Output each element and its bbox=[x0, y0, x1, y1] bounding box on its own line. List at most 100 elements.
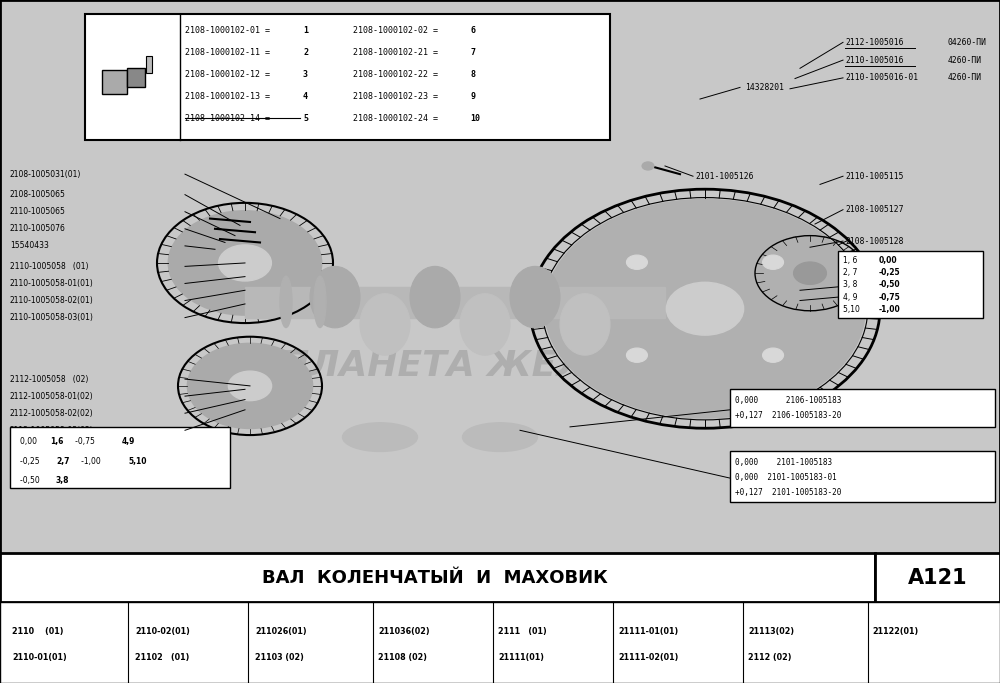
Text: 2108-1000102-21 =: 2108-1000102-21 = bbox=[353, 48, 443, 57]
Text: 2110-1005058   (01): 2110-1005058 (01) bbox=[10, 262, 88, 271]
Ellipse shape bbox=[360, 294, 410, 355]
Text: 2110-1005115: 2110-1005115 bbox=[845, 171, 904, 181]
Bar bbox=[0, 602, 1000, 683]
Text: 2108-1005065: 2108-1005065 bbox=[10, 190, 66, 199]
Text: 21111(01): 21111(01) bbox=[498, 653, 544, 663]
Text: 4260-ПИ: 4260-ПИ bbox=[948, 73, 982, 83]
Circle shape bbox=[794, 262, 826, 284]
Ellipse shape bbox=[280, 276, 292, 327]
Ellipse shape bbox=[310, 266, 360, 328]
Bar bbox=[10, 427, 230, 488]
Text: 10: 10 bbox=[471, 113, 481, 123]
Text: 3,8: 3,8 bbox=[56, 475, 70, 485]
Bar bbox=[730, 451, 995, 502]
Text: 3: 3 bbox=[303, 70, 308, 79]
Text: 2110-1005016-01: 2110-1005016-01 bbox=[845, 73, 918, 83]
Text: 0,000  2101-1005183-01: 0,000 2101-1005183-01 bbox=[735, 473, 837, 482]
Text: 2108-1000102-13 =: 2108-1000102-13 = bbox=[185, 92, 275, 101]
Bar bbox=[0, 553, 875, 602]
Bar bbox=[146, 56, 152, 73]
Text: 2112 (02): 2112 (02) bbox=[748, 653, 792, 663]
Text: -0,75: -0,75 bbox=[879, 292, 901, 302]
Text: 5,10: 5,10 bbox=[843, 305, 865, 314]
Text: 15540433: 15540433 bbox=[10, 241, 49, 251]
Circle shape bbox=[642, 162, 654, 170]
Text: 2108-1000102-02 =: 2108-1000102-02 = bbox=[353, 26, 443, 36]
Text: 2108-1000102-22 =: 2108-1000102-22 = bbox=[353, 70, 443, 79]
Text: -0,25: -0,25 bbox=[879, 268, 901, 277]
Circle shape bbox=[187, 343, 313, 429]
Ellipse shape bbox=[314, 276, 326, 327]
Text: 7: 7 bbox=[471, 48, 476, 57]
Text: 4, 9: 4, 9 bbox=[843, 292, 862, 302]
Bar bbox=[875, 553, 1000, 602]
Text: 21108 (02): 21108 (02) bbox=[378, 653, 427, 663]
Text: 2108-1000102-24 =: 2108-1000102-24 = bbox=[353, 113, 443, 123]
Text: 2110-01(01): 2110-01(01) bbox=[12, 653, 67, 663]
Text: 21111-02(01): 21111-02(01) bbox=[618, 653, 678, 663]
Text: 2112-1005016: 2112-1005016 bbox=[845, 38, 904, 47]
Text: 2108-1000102-11 =: 2108-1000102-11 = bbox=[185, 48, 275, 57]
Text: +0,127  2101-1005183-20: +0,127 2101-1005183-20 bbox=[735, 488, 841, 497]
Text: 2110-02(01): 2110-02(01) bbox=[135, 627, 190, 637]
Bar bbox=[85, 14, 610, 140]
Text: 2111   (01): 2111 (01) bbox=[498, 627, 547, 637]
Text: 1, 6: 1, 6 bbox=[843, 255, 862, 265]
Text: 1: 1 bbox=[303, 26, 308, 36]
Ellipse shape bbox=[410, 266, 460, 328]
Text: 2101-1005126: 2101-1005126 bbox=[695, 171, 754, 181]
Text: 2108-1000102-12 =: 2108-1000102-12 = bbox=[185, 70, 275, 79]
Text: 14328201: 14328201 bbox=[745, 83, 784, 92]
Text: 0,00: 0,00 bbox=[20, 437, 39, 447]
Text: 2110-1005076: 2110-1005076 bbox=[10, 224, 66, 234]
Ellipse shape bbox=[342, 423, 418, 451]
Ellipse shape bbox=[560, 294, 610, 355]
Text: 21111-01(01): 21111-01(01) bbox=[618, 627, 678, 637]
Text: -0,50: -0,50 bbox=[879, 280, 901, 290]
Text: -1,00: -1,00 bbox=[74, 456, 103, 466]
Text: -0,75: -0,75 bbox=[68, 437, 97, 447]
Text: 2112-1005058-03(02): 2112-1005058-03(02) bbox=[10, 426, 94, 435]
Circle shape bbox=[626, 255, 647, 269]
Text: 1,6: 1,6 bbox=[50, 437, 63, 447]
Ellipse shape bbox=[462, 423, 538, 451]
Text: 2108-1000102-23 =: 2108-1000102-23 = bbox=[353, 92, 443, 101]
Text: 2110-1005065: 2110-1005065 bbox=[10, 207, 66, 217]
Text: 2110-1005058-02(01): 2110-1005058-02(01) bbox=[10, 296, 94, 305]
Text: 211026(01): 211026(01) bbox=[255, 627, 307, 637]
Circle shape bbox=[168, 210, 322, 316]
Circle shape bbox=[763, 348, 784, 363]
Circle shape bbox=[666, 282, 744, 335]
Text: 2108-1005031(01): 2108-1005031(01) bbox=[10, 169, 81, 179]
Text: 211036(02): 211036(02) bbox=[378, 627, 430, 637]
Text: ПЛАНЕТА ЖЕЛЕЗЯКА: ПЛАНЕТА ЖЕЛЕЗЯКА bbox=[279, 348, 721, 382]
Text: 2110    (01): 2110 (01) bbox=[12, 627, 64, 637]
Text: +0,127  2106-1005183-20: +0,127 2106-1005183-20 bbox=[735, 411, 841, 421]
Text: 9: 9 bbox=[471, 92, 476, 101]
Bar bbox=[838, 251, 983, 318]
Bar bbox=[102, 70, 127, 94]
Text: 2,7: 2,7 bbox=[56, 456, 70, 466]
Circle shape bbox=[763, 241, 857, 305]
Text: 2108-1005127: 2108-1005127 bbox=[845, 205, 904, 214]
Circle shape bbox=[219, 245, 271, 281]
Text: 21103 (02): 21103 (02) bbox=[255, 653, 304, 663]
Text: 04260-ПИ: 04260-ПИ bbox=[948, 38, 987, 47]
Text: 4,9: 4,9 bbox=[122, 437, 135, 447]
Bar bbox=[245, 287, 665, 318]
Text: 4260-ПИ: 4260-ПИ bbox=[948, 55, 982, 65]
Text: 4: 4 bbox=[303, 92, 308, 101]
Ellipse shape bbox=[510, 266, 560, 328]
Text: ВАЛ  КОЛЕНЧАТЫЙ  И  МАХОВИК: ВАЛ КОЛЕНЧАТЫЙ И МАХОВИК bbox=[262, 569, 608, 587]
Circle shape bbox=[544, 199, 866, 419]
Ellipse shape bbox=[460, 294, 510, 355]
Text: 6: 6 bbox=[471, 26, 476, 36]
Text: 2112-1005058   (02): 2112-1005058 (02) bbox=[10, 374, 88, 384]
Text: 2108-1000102-14 =: 2108-1000102-14 = bbox=[185, 113, 275, 123]
Text: 8: 8 bbox=[471, 70, 476, 79]
Circle shape bbox=[626, 348, 647, 363]
Text: 3, 8: 3, 8 bbox=[843, 280, 862, 290]
Circle shape bbox=[763, 255, 784, 269]
Text: 2108-1005128: 2108-1005128 bbox=[845, 236, 904, 246]
Text: 21113(02): 21113(02) bbox=[748, 627, 794, 637]
